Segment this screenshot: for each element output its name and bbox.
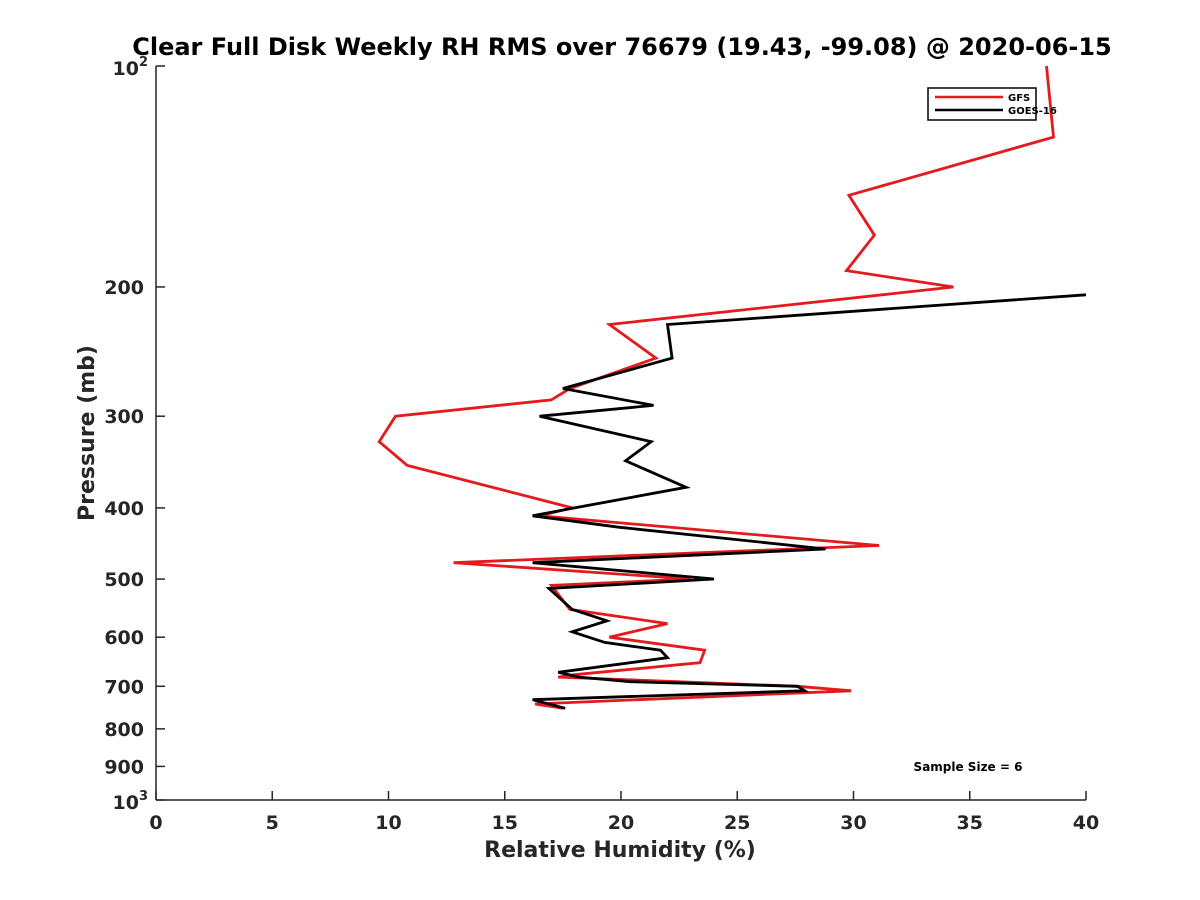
x-axis-label: Relative Humidity (%) <box>484 838 756 863</box>
legend-box <box>927 87 1037 121</box>
x-tick-label: 15 <box>492 812 518 834</box>
y-tick-label: 102 <box>113 55 149 80</box>
ticks-layer: 0 5 10 15 20 25 30 35 40 102 200 300 400 500 600 700 800… <box>104 55 1099 834</box>
x-tick-label: 0 <box>149 812 162 834</box>
x-tick-label: 5 <box>266 812 279 834</box>
legend-label-goes16: GOES-16 <box>1008 106 1057 117</box>
x-tick-label: 40 <box>1073 812 1099 834</box>
x-tick-label: 30 <box>840 812 866 834</box>
y-tick-label: 300 <box>104 406 144 428</box>
legend: GFS GOES-16 <box>927 87 1057 121</box>
x-tick-label: 25 <box>724 812 750 834</box>
y-tick-label: 800 <box>104 719 144 741</box>
legend-label-gfs: GFS <box>1008 93 1030 104</box>
series-line-goes-16 <box>532 293 1087 710</box>
y-tick-label: 400 <box>104 498 144 520</box>
x-tick-label: 20 <box>608 812 634 834</box>
y-tick-label: 700 <box>104 676 144 698</box>
y-tick-label: 600 <box>104 627 144 649</box>
y-tick-label: 500 <box>104 569 144 591</box>
x-tick-label: 35 <box>957 812 983 834</box>
series-line-gfs <box>377 65 1056 710</box>
y-axis-label: Pressure (mb) <box>75 345 100 521</box>
y-tick-label: 200 <box>104 277 144 299</box>
chart-title: Clear Full Disk Weekly RH RMS over 76679… <box>132 33 1112 61</box>
axes-layer <box>155 66 1086 801</box>
y-tick-label: 103 <box>113 789 149 814</box>
sample-size-annotation: Sample Size = 6 <box>914 760 1023 774</box>
y-tick-label: 900 <box>104 756 144 778</box>
series-layer <box>377 65 1087 710</box>
x-tick-label: 10 <box>375 812 401 834</box>
